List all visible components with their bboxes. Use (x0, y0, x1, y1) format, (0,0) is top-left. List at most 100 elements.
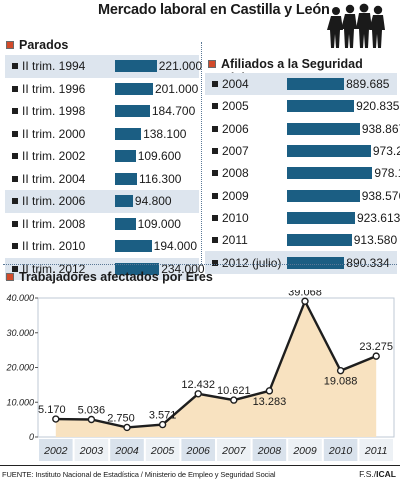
bullet-icon (12, 153, 18, 160)
afiliados-value: 889.685 (346, 77, 390, 92)
data-point (372, 352, 380, 360)
bullet-icon (212, 125, 218, 132)
data-point (230, 396, 238, 404)
afiliados-bar (287, 100, 355, 113)
x-band-cell (181, 439, 215, 461)
afiliados-row: 2011 913.580 (205, 229, 397, 251)
afiliados-row-label: 2004 (222, 77, 249, 92)
parados-list: II trim. 1994 221.000 II trim. 1996 201.000… (5, 55, 205, 280)
bullet-icon (12, 220, 18, 227)
parados-row: II trim. 2000 138.100 (5, 123, 199, 146)
x-tick-label: 2005 (150, 445, 175, 457)
data-point (158, 420, 167, 429)
x-tick-label: 2002 (43, 445, 68, 457)
afiliados-value: 973.274 (372, 144, 400, 159)
parados-row-label: II trim. 2010 (22, 239, 86, 254)
parados-bar (115, 195, 133, 208)
afiliados-value: 938.867 (361, 121, 400, 136)
data-label: 12.432 (181, 379, 215, 391)
section-square-icon (6, 41, 14, 49)
bullet-icon (12, 175, 18, 182)
header: Mercado laboral en Castilla y León (0, 0, 400, 48)
data-point (52, 415, 60, 423)
x-band-cell (323, 439, 358, 461)
infographic-title: Mercado laboral en Castilla y León (98, 2, 330, 18)
parados-row-label: II trim. 2006 (22, 194, 86, 209)
parados-row: II trim. 1994 221.000 (5, 55, 203, 78)
eres-area-chart: 0 10.000 20.000 30.000 40.000 5.170 5.0362.750… (5, 290, 395, 461)
parados-bar (115, 82, 153, 95)
parados-bar (115, 127, 142, 140)
parados-row-label: II trim. 2002 (22, 149, 86, 164)
parados-value: 234.000 (161, 261, 205, 276)
afiliados-row: 2008 978.148 (205, 162, 400, 184)
afiliados-row: 2005 920.835 (205, 95, 399, 117)
afiliados-bar (287, 167, 373, 180)
y-tick-label: 30.000 (6, 328, 34, 338)
afiliados-bar (287, 145, 371, 158)
parados-row: II trim. 1996 201.000 (5, 78, 199, 101)
parados-row: II trim. 2006 94.800 (5, 190, 199, 213)
data-point (87, 415, 96, 424)
parados-value: 94.800 (134, 194, 172, 209)
bullet-icon (212, 214, 218, 221)
parados-value: 184.700 (151, 104, 196, 119)
x-band-cell (359, 439, 393, 461)
area-fill (55, 301, 377, 437)
parados-row-label: II trim. 2004 (22, 171, 86, 186)
x-band-cell (110, 439, 144, 461)
afiliados-list: 2004 889.685 2005 920.835 2006 938.867 2007 973… (205, 73, 400, 274)
afiliados-row: 2007 973.274 (205, 140, 400, 162)
data-point (265, 387, 274, 395)
x-band-cell (74, 439, 109, 461)
x-tick-label: 2008 (257, 445, 282, 457)
data-label: 23.275 (359, 341, 393, 353)
bullet-icon (212, 81, 218, 88)
data-label: 10.621 (217, 385, 251, 397)
horizontal-divider (3, 264, 397, 265)
afiliados-row-label: 2009 (222, 188, 249, 203)
bullet-icon (212, 170, 218, 177)
bullet-icon (12, 63, 18, 70)
vertical-divider (201, 42, 202, 264)
bullet-icon (12, 243, 18, 250)
afiliados-row-label: 2008 (222, 166, 249, 181)
data-label: 39.068 (288, 290, 322, 298)
bullet-icon (212, 148, 218, 155)
eres-title: Trabajadores afectados por Eres (19, 270, 213, 284)
parados-row: II trim. 1998 184.700 (5, 100, 199, 123)
afiliados-value: 978.148 (374, 166, 400, 181)
afiliados-bar (287, 122, 360, 135)
afiliados-row-label: 2012 (julio) (222, 255, 282, 270)
afiliados-value: 938.576 (361, 188, 400, 203)
parados-value: 116.300 (138, 171, 182, 186)
series-line (55, 298, 377, 429)
parados-bar (115, 172, 137, 185)
bullet-icon (212, 103, 218, 110)
x-tick-label: 2006 (186, 445, 211, 457)
afiliados-row-label: 2006 (222, 121, 249, 136)
parados-value: 138.100 (143, 126, 187, 141)
eres-heading: Trabajadores afectados por Eres (6, 270, 213, 284)
parados-row-label: II trim. 2012 (22, 261, 86, 276)
parados-row: II trim. 2012 234.000 (5, 257, 205, 280)
data-label: 19.088 (324, 376, 358, 388)
afiliados-value: 913.580 (353, 233, 398, 248)
afiliados-row-label: 2010 (222, 210, 249, 225)
afiliados-row-label: 2007 (222, 144, 249, 159)
afiliados-bar (287, 78, 345, 91)
source-note: FUENTE: Instituto Nacional de Estadístic… (2, 470, 276, 479)
data-label: 13.283 (253, 396, 287, 408)
afiliados-row: 2009 938.576 (205, 184, 400, 206)
data-point (194, 390, 202, 398)
parados-value: 109.000 (137, 216, 181, 231)
bullet-icon (12, 130, 18, 137)
data-label: 2.750 (107, 412, 135, 424)
afiliados-bar (287, 256, 345, 269)
parados-value: 221.000 (158, 59, 203, 74)
section-square-icon (6, 273, 14, 281)
bullet-icon (212, 237, 218, 244)
x-band-cell (145, 439, 180, 461)
y-tick-label: 0 (29, 432, 34, 442)
parados-row-label: II trim. 1994 (22, 59, 86, 74)
